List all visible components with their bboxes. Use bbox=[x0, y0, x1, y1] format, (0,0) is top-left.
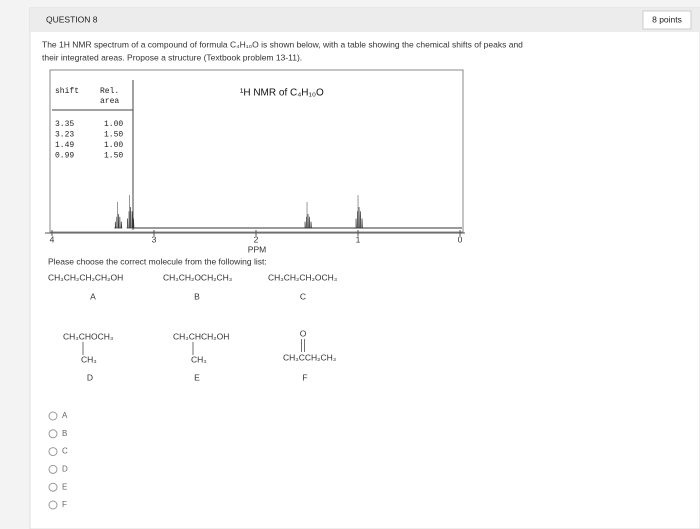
molecule-letter: C bbox=[300, 291, 306, 301]
molecule-branch: O bbox=[300, 328, 307, 338]
x-tick-label: 1 bbox=[356, 234, 361, 244]
molecule-formula: CH₃CH₂OCH₂CH₃ bbox=[163, 272, 232, 282]
table-header: area bbox=[100, 97, 119, 106]
shift-value: 1.49 bbox=[55, 141, 74, 150]
radio-button[interactable] bbox=[48, 500, 58, 510]
nmr-peak bbox=[114, 213, 123, 229]
prompt-line: The 1H NMR spectrum of a compound of for… bbox=[42, 39, 523, 49]
radio-button[interactable] bbox=[48, 482, 58, 492]
molecule-branch: CH₃ bbox=[81, 354, 97, 364]
shift-value: 3.23 bbox=[55, 131, 74, 140]
molecule-formula: CH₃CHOCH₃ bbox=[63, 331, 113, 341]
nmr-peak bbox=[355, 206, 364, 229]
points: 8 points bbox=[652, 14, 682, 24]
molecule-letter: A bbox=[90, 291, 96, 301]
spectrum-title: ¹H NMR of C₄H₁₀O bbox=[240, 88, 324, 99]
molecule-formula: CH₃CCH₂CH₃ bbox=[283, 352, 336, 362]
molecule-letter: E bbox=[194, 372, 200, 382]
nmr-peak bbox=[126, 206, 135, 229]
shift-value: 0.99 bbox=[55, 152, 74, 161]
molecule-formula: CH₃CH₂CH₂OCH₃ bbox=[268, 272, 337, 282]
spectrum-frame bbox=[49, 69, 464, 233]
prompt-line: their integrated areas. Propose a struct… bbox=[42, 52, 302, 62]
molecule-letter: B bbox=[194, 291, 200, 301]
area-value: 1.00 bbox=[104, 120, 123, 129]
molecule-branch: CH₃ bbox=[191, 354, 207, 364]
question-header bbox=[30, 8, 700, 32]
option-label[interactable]: C bbox=[62, 447, 68, 456]
radio-button[interactable] bbox=[48, 429, 58, 439]
molecule-letter: D bbox=[87, 372, 93, 382]
shift-value: 3.35 bbox=[55, 120, 74, 129]
area-value: 1.50 bbox=[104, 152, 123, 161]
option-label[interactable]: E bbox=[62, 482, 67, 491]
x-tick-label: 0 bbox=[458, 234, 463, 244]
x-tick-label: 2 bbox=[254, 234, 259, 244]
radio-button[interactable] bbox=[48, 447, 58, 457]
x-axis-label: PPM bbox=[248, 244, 266, 254]
x-tick-label: 3 bbox=[152, 234, 157, 244]
option-label[interactable]: A bbox=[62, 411, 68, 420]
molecule-letter: F bbox=[302, 372, 307, 382]
molecule-formula: CH₃CH₂CH₂CH₂OH bbox=[48, 272, 123, 282]
area-value: 1.00 bbox=[104, 141, 123, 150]
option-label[interactable]: F bbox=[62, 500, 67, 509]
option-label[interactable]: D bbox=[62, 465, 68, 474]
option-label[interactable]: B bbox=[62, 429, 67, 438]
points-box bbox=[642, 10, 692, 30]
question-label: QUESTION 8 bbox=[46, 14, 98, 24]
radio-button[interactable] bbox=[48, 411, 58, 421]
table-header: shift bbox=[55, 87, 79, 96]
choices-prompt: Please choose the correct molecule from … bbox=[48, 256, 267, 266]
x-tick-label: 4 bbox=[50, 234, 55, 244]
table-header: Rel. bbox=[100, 87, 119, 96]
molecule-formula: CH₃CHCH₂OH bbox=[173, 331, 229, 341]
radio-button[interactable] bbox=[48, 464, 58, 474]
area-value: 1.50 bbox=[104, 131, 123, 140]
nmr-peak bbox=[304, 213, 313, 229]
